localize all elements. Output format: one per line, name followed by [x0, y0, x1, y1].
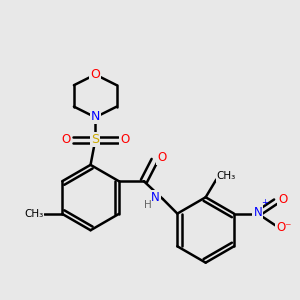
Text: +: +	[261, 198, 268, 207]
Text: N: N	[91, 110, 100, 123]
Text: O⁻: O⁻	[276, 221, 292, 234]
Text: N: N	[254, 206, 262, 219]
Text: CH₃: CH₃	[24, 209, 43, 219]
Text: O: O	[278, 193, 287, 206]
Text: S: S	[91, 134, 99, 146]
Text: O: O	[157, 151, 166, 164]
Text: H: H	[143, 200, 151, 210]
Text: N: N	[152, 191, 160, 204]
Text: O: O	[61, 134, 70, 146]
Text: O: O	[120, 134, 130, 146]
Text: CH₃: CH₃	[217, 171, 236, 181]
Text: O: O	[90, 68, 100, 81]
